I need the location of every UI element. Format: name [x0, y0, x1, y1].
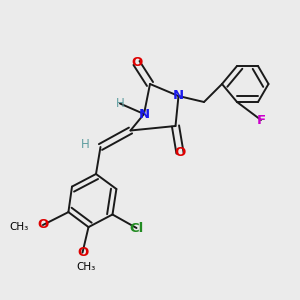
- Text: CH₃: CH₃: [9, 221, 28, 232]
- Text: N: N: [138, 107, 150, 121]
- Text: Cl: Cl: [129, 221, 144, 235]
- Text: N: N: [173, 89, 184, 103]
- Text: O: O: [131, 56, 142, 70]
- Text: H: H: [116, 97, 124, 110]
- Text: CH₃: CH₃: [76, 262, 95, 272]
- Text: O: O: [174, 146, 186, 160]
- Text: O: O: [77, 246, 88, 259]
- Text: O: O: [37, 218, 49, 232]
- Text: H: H: [80, 138, 89, 151]
- Text: F: F: [256, 113, 266, 127]
